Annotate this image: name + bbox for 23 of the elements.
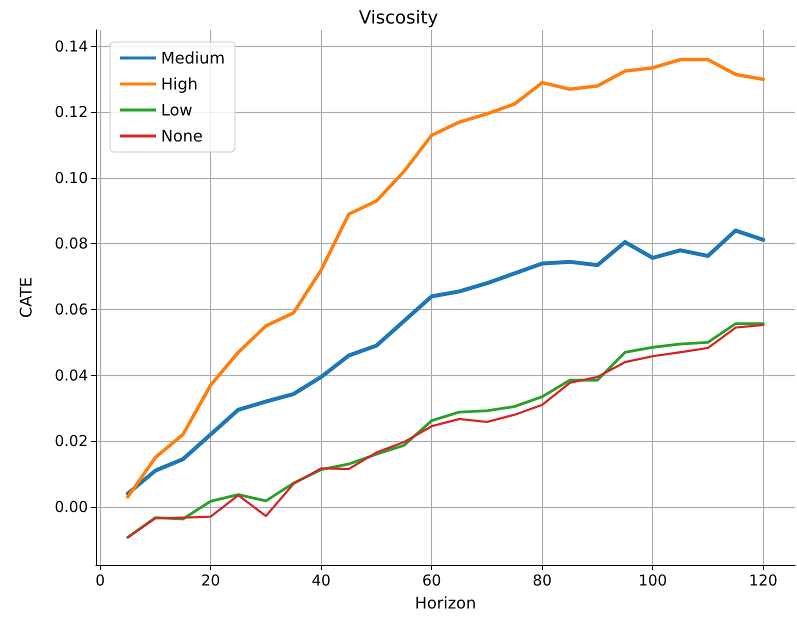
y-axis-title: CATE (16, 277, 36, 318)
legend-label: Medium (161, 48, 225, 68)
x-axis-title: Horizon (414, 594, 476, 612)
x-tick-label: 40 (312, 572, 331, 590)
x-tick-label: 20 (201, 572, 220, 590)
x-tick-label: 120 (748, 572, 778, 590)
x-tick-label: 100 (638, 572, 668, 590)
chart-title: Viscosity (358, 8, 438, 28)
legend-label: Low (161, 100, 193, 120)
x-tick-label: 60 (422, 572, 442, 590)
y-tick-label: 0.00 (54, 498, 88, 516)
y-tick-label: 0.02 (54, 432, 88, 450)
y-tick-label: 0.06 (54, 300, 88, 318)
y-tick-label: 0.14 (54, 37, 88, 56)
y-tick-label: 0.08 (54, 234, 88, 253)
legend-label: High (161, 74, 198, 94)
x-tick-label: 0 (95, 572, 105, 590)
y-tick-label: 0.12 (54, 103, 88, 122)
y-tick-label: 0.04 (54, 366, 88, 384)
legend-label: None (161, 126, 203, 146)
x-tick-label: 80 (532, 572, 552, 590)
line-series (126, 228, 766, 496)
y-tick-label: 0.10 (54, 168, 88, 187)
